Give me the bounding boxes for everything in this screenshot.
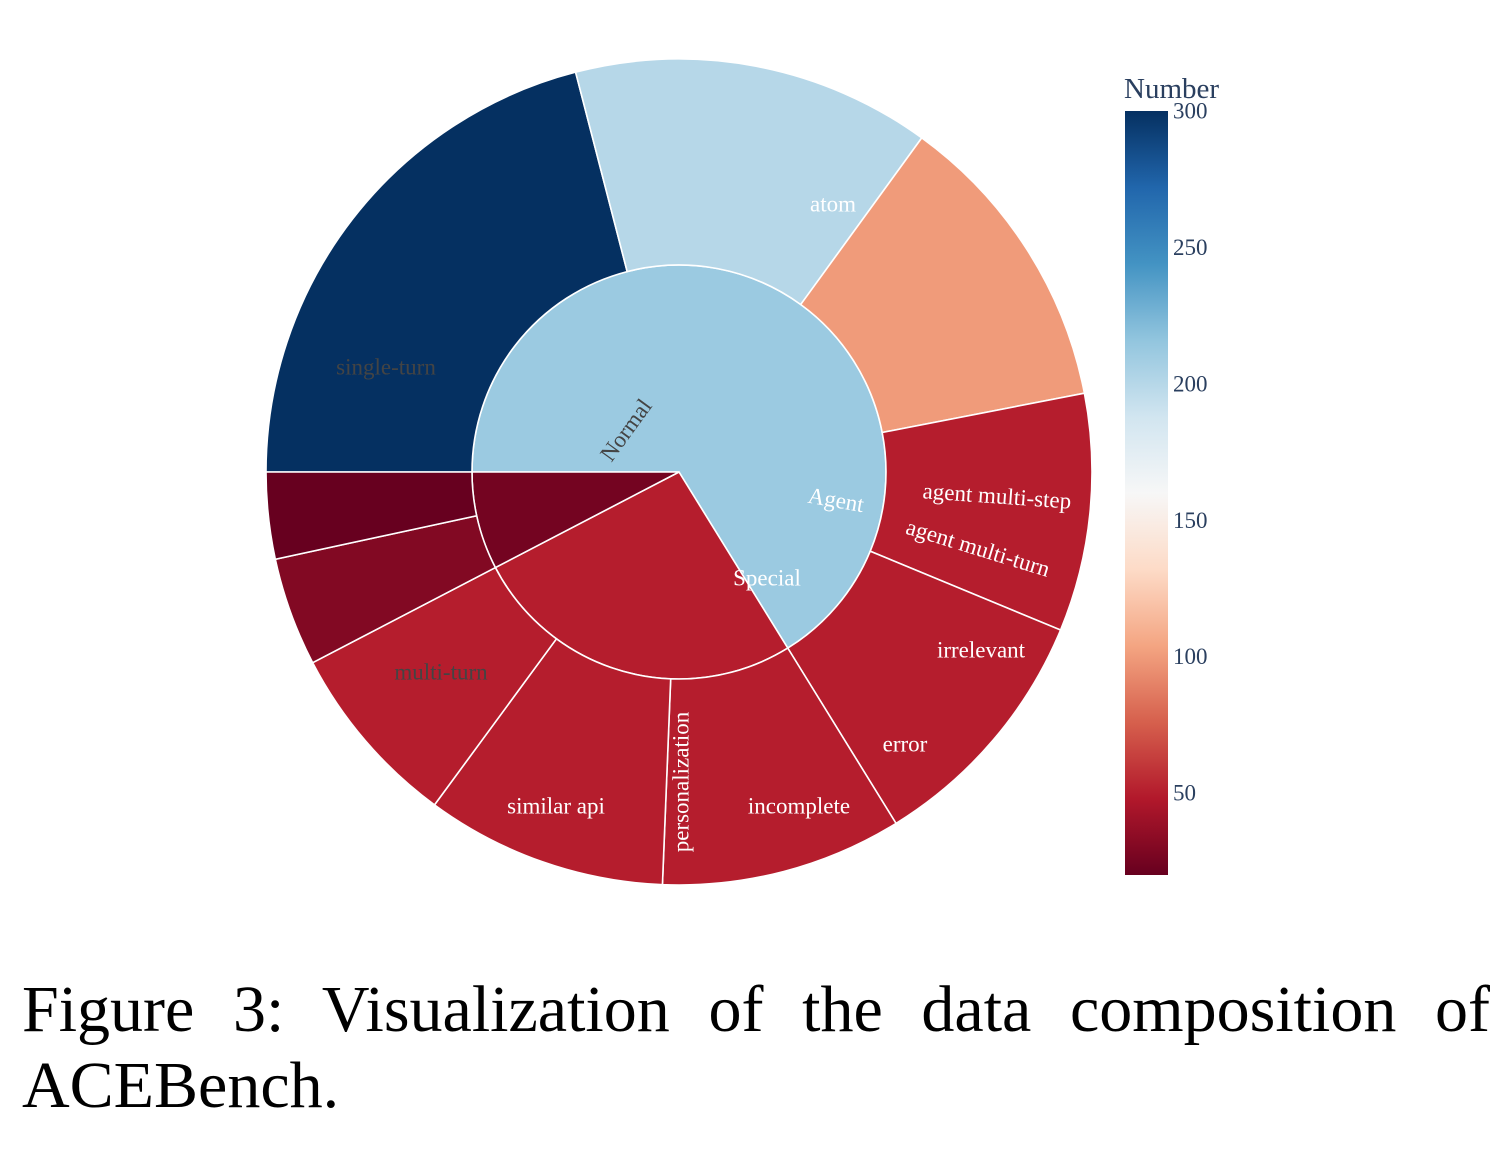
colorbar-tick-label: 150 — [1173, 508, 1208, 533]
colorbar-title: Number — [1124, 73, 1219, 105]
sunburst-chart: atom single-turn multi-turn similar api pers… — [265, 58, 1219, 886]
colorbar-tick-label: 250 — [1173, 235, 1208, 260]
colorbar-ticks: 300 250 200 150 100 50 — [1173, 99, 1208, 806]
sunburst-rings — [265, 58, 1093, 886]
sunburst-label-error: error — [883, 732, 928, 757]
sunburst-segment-single-turn — [574, 58, 923, 306]
sunburst-segment-multi-turn — [799, 136, 1086, 434]
colorbar: Number 300 250 200 150 100 50 — [1124, 73, 1219, 875]
sunburst-label-irrelevant: irrelevant — [937, 638, 1026, 663]
sunburst-label-special: Special — [733, 566, 801, 591]
colorbar-gradient — [1125, 111, 1168, 875]
sunburst-segment-agent-multi-step — [265, 471, 478, 561]
colorbar-tick-label: 200 — [1173, 371, 1208, 396]
sunburst-label-personalization: personalization — [669, 711, 694, 852]
colorbar-tick-label: 300 — [1173, 99, 1208, 124]
sunburst-label-incomplete: incomplete — [748, 794, 850, 819]
sunburst-label-multi-turn: multi-turn — [394, 660, 488, 685]
figure-caption: Figure 3: Visualization of the data comp… — [22, 973, 1490, 1122]
sunburst-label-single-turn: single-turn — [336, 355, 436, 380]
colorbar-tick-label: 50 — [1173, 781, 1196, 806]
sunburst-label-similar-api: similar api — [507, 794, 605, 819]
colorbar-tick-label: 100 — [1173, 644, 1208, 669]
sunburst-segment-atom — [265, 71, 629, 473]
sunburst-segment-personalization — [786, 550, 1062, 825]
sunburst-label-atom: atom — [810, 192, 856, 217]
